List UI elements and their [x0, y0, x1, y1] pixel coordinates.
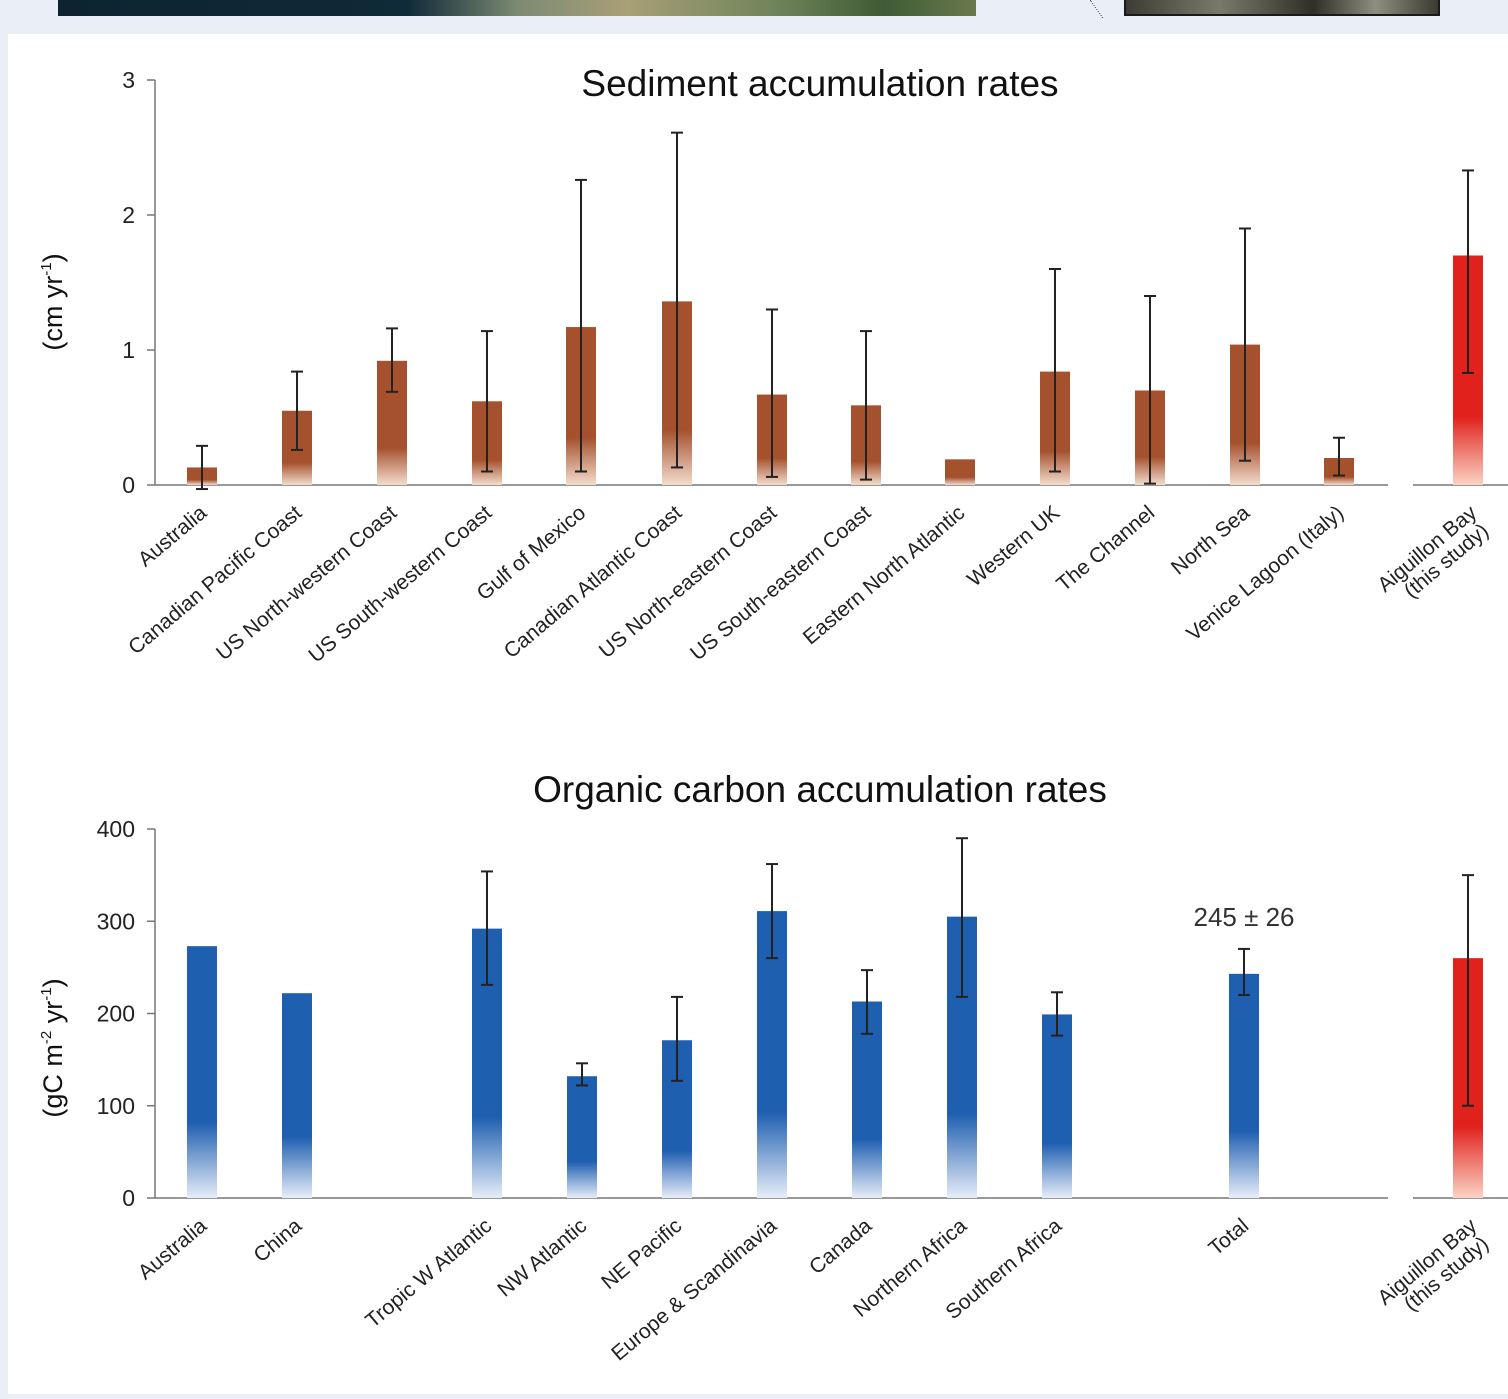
sediment-bars [187, 255, 1483, 485]
sediment-chart-title: Sediment accumulation rates [581, 63, 1058, 104]
y-tick-label: 0 [122, 1185, 135, 1211]
sediment-y-ticks: 0 1 2 3 [122, 67, 155, 498]
x-label-total: Total [1204, 1214, 1253, 1260]
bar-australia [187, 946, 217, 1198]
x-label-canadian-pacific-coast: Canadian Pacific Coast [124, 501, 306, 659]
bar-eastern-north-atlantic [945, 459, 975, 485]
y-tick-label: 3 [122, 67, 135, 93]
carbon-axes [154, 829, 1508, 1199]
y-tick-label: 200 [97, 1001, 135, 1027]
x-label-us-south-western-coast: US South-western Coast [304, 501, 496, 667]
x-label-ne-pacific: NE Pacific [597, 1214, 686, 1294]
y-tick-label: 100 [97, 1093, 135, 1119]
y-tick-label: 1 [122, 337, 135, 363]
total-annotation: 245 ± 26 [1193, 902, 1294, 932]
field-photo-strip [1124, 0, 1440, 16]
carbon-chart-title: Organic carbon accumulation rates [533, 769, 1107, 810]
x-label-canada: Canada [805, 1214, 876, 1279]
x-label-australia: Australia [134, 1214, 212, 1284]
carbon-y-axis-label: (gC m-2 yr-1) [38, 978, 68, 1117]
x-label-eastern-north-atlantic: Eastern North Atlantic [799, 501, 969, 649]
carbon-y-ticks: 0 100 200 300 400 [97, 816, 155, 1211]
x-label-venice-lagoon-italy: Venice Lagoon (Italy) [1182, 501, 1348, 645]
x-label-tropic-w-atlantic: Tropic W Atlantic [361, 1214, 496, 1332]
y-tick-label: 0 [122, 472, 135, 498]
x-label-us-north-eastern-coast: US North-eastern Coast [595, 501, 782, 663]
x-label-nw-atlantic: NW Atlantic [493, 1214, 591, 1301]
bar-total [1229, 973, 1259, 1198]
chart-panel: Sediment accumulation rates (cm yr-1) 0 1… [8, 34, 1508, 1394]
charts-figure: Sediment accumulation rates (cm yr-1) 0 1… [38, 63, 1508, 1366]
sediment-axes [154, 80, 1508, 486]
bar-china [282, 993, 312, 1198]
x-label-canadian-atlantic-coast: Canadian Atlantic Coast [500, 501, 687, 663]
carbon-error-bars [481, 837, 1474, 1107]
satellite-photo-strip [58, 0, 976, 16]
x-label-the-channel: The Channel [1052, 501, 1159, 596]
bar-southern-africa [1042, 1014, 1072, 1198]
bar-nw-atlantic [567, 1076, 597, 1198]
x-label-north-sea: North Sea [1167, 501, 1254, 580]
x-label-us-north-western-coast: US North-western Coast [212, 501, 401, 665]
y-tick-label: 2 [122, 202, 135, 228]
y-tick-label: 400 [97, 816, 135, 842]
x-label-australia: Australia [134, 501, 212, 571]
x-label-western-uk: Western UK [963, 501, 1064, 591]
carbon-bars [187, 911, 1483, 1198]
sediment-y-axis-label: (cm yr-1) [38, 253, 68, 350]
sediment-error-bars [196, 131, 1474, 491]
x-label-us-south-eastern-coast: US South-eastern Coast [686, 501, 875, 665]
x-label-china: China [249, 1214, 306, 1267]
x-label-europe-scandinavia: Europe & Scandinavia [607, 1214, 781, 1365]
y-tick-label: 300 [97, 908, 135, 934]
